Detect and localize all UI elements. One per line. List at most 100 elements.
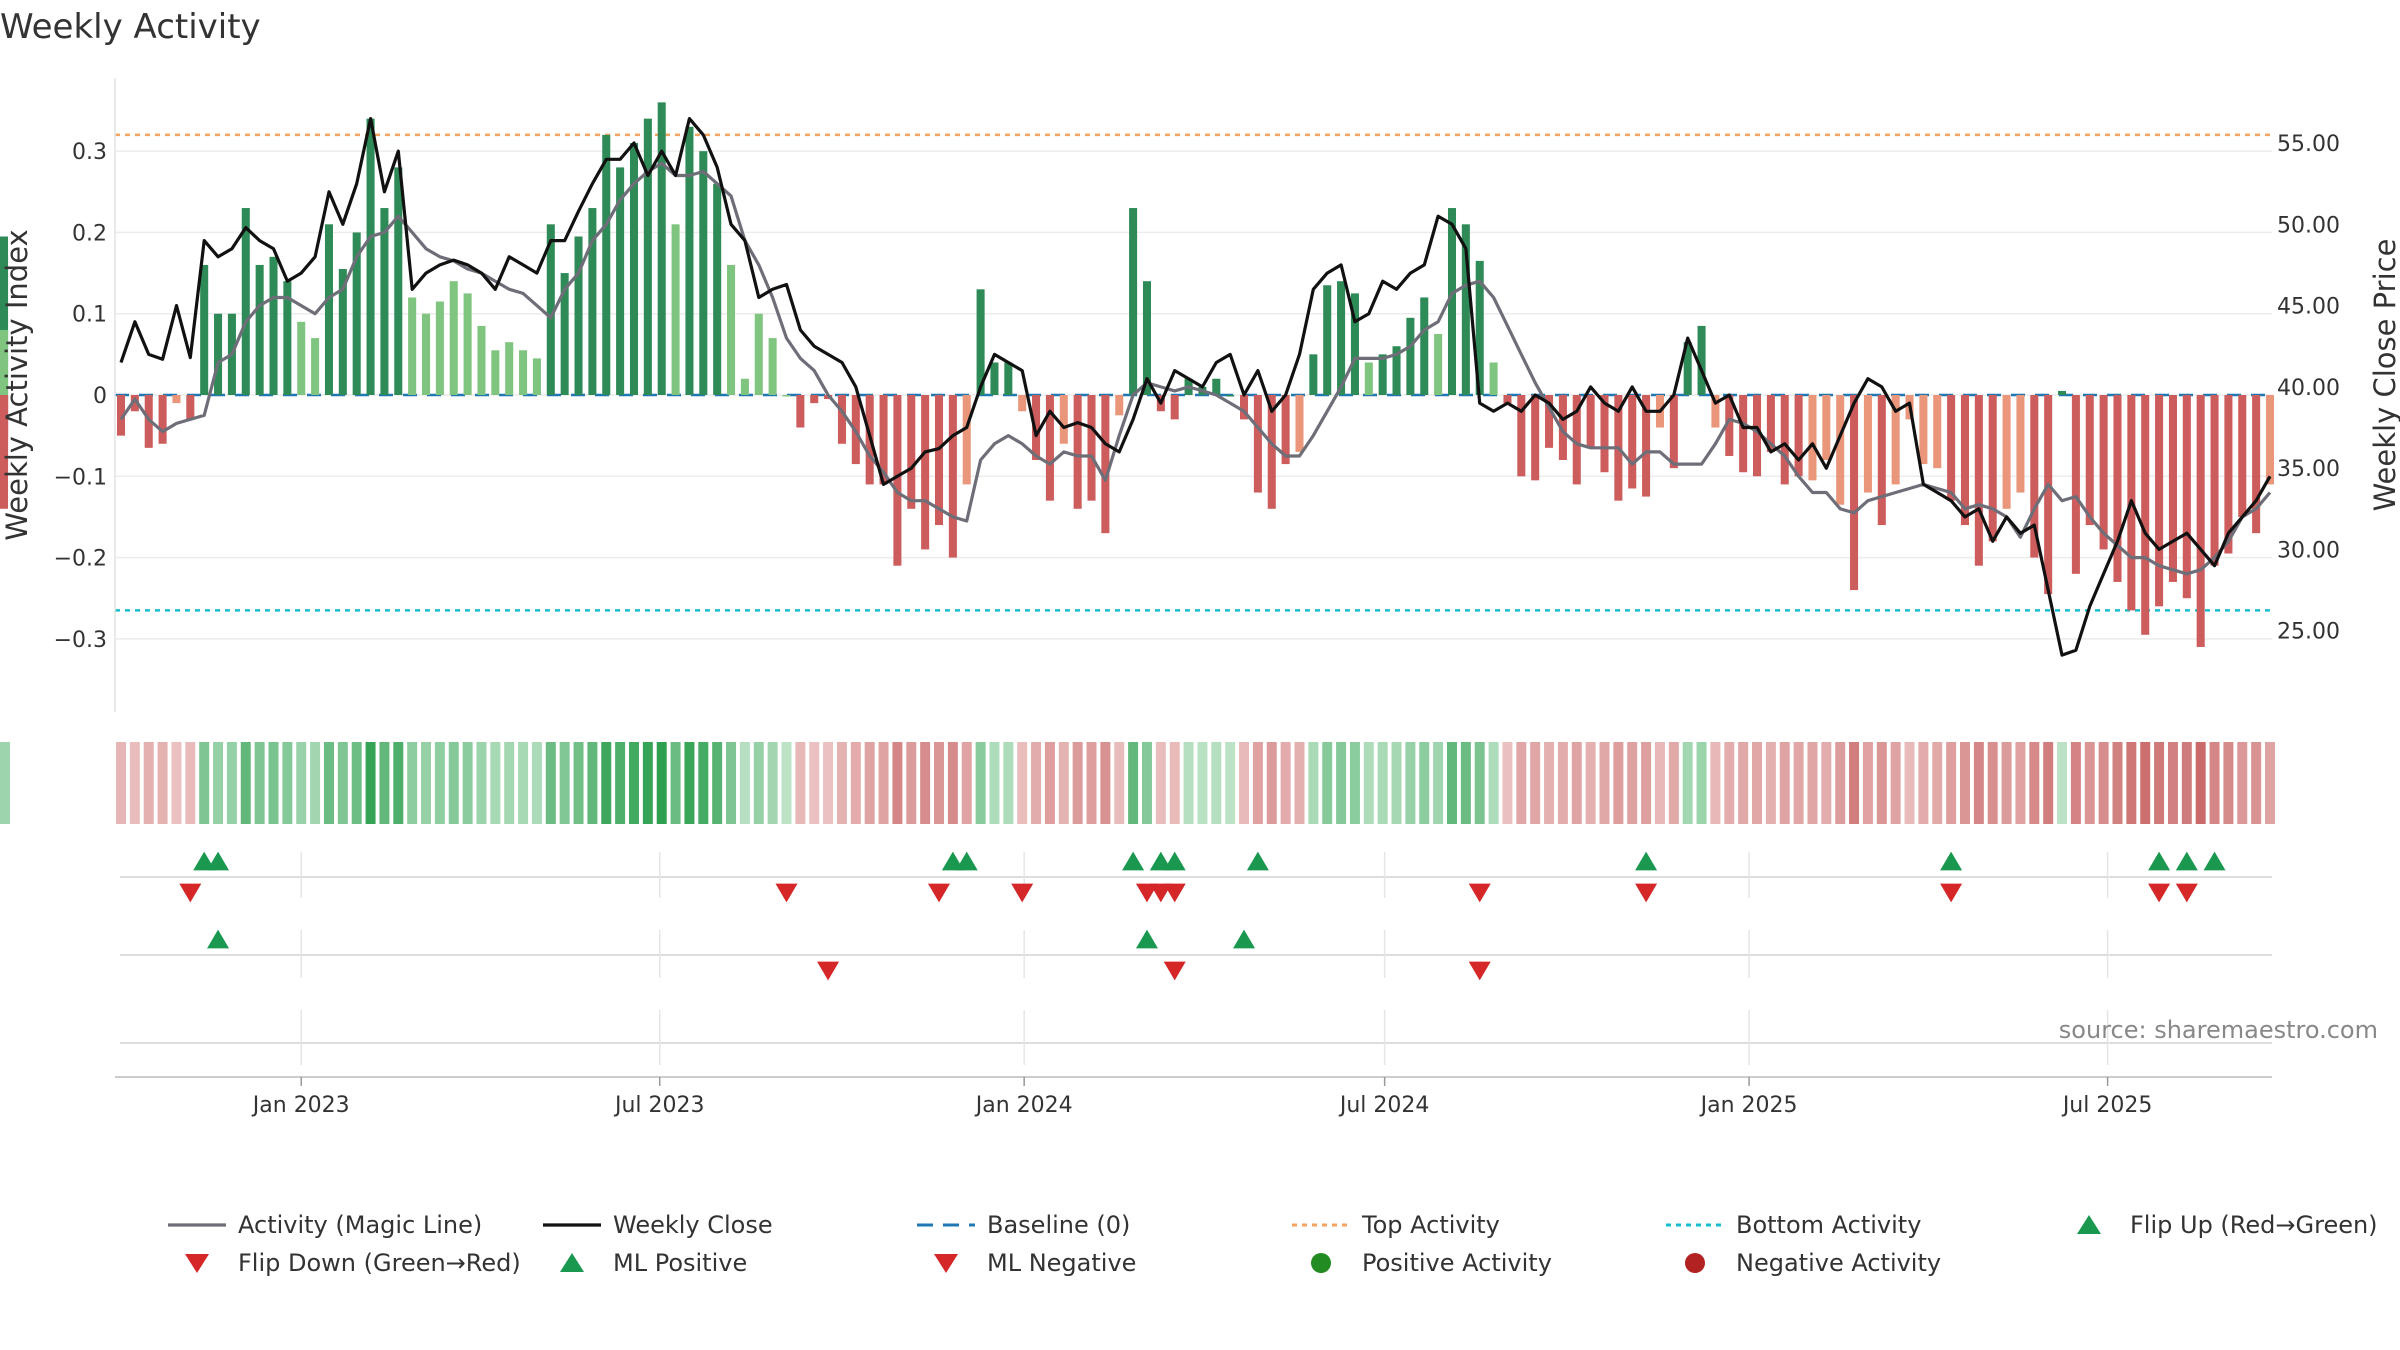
flip-up-marker <box>1635 851 1658 871</box>
x-tick-label: Jan 2025 <box>1699 1093 1798 1118</box>
activity-bar <box>505 342 514 395</box>
activity-bar <box>1350 293 1359 395</box>
strip-cell <box>2167 742 2178 824</box>
strip-cell <box>795 742 806 824</box>
activity-bar <box>962 395 971 485</box>
flip-down-marker <box>1940 883 1963 903</box>
strip-cell <box>878 742 889 824</box>
strip-cell <box>407 742 418 824</box>
strip-cell <box>1141 742 1152 824</box>
ml-negative-marker <box>1163 961 1186 981</box>
activity-bar <box>1822 395 1831 461</box>
activity-bar <box>1045 395 1054 501</box>
activity-bar <box>699 151 708 395</box>
legend-label-baseline: Baseline (0) <box>987 1211 1130 1239</box>
strip-cell <box>1044 742 1055 824</box>
activity-bar <box>0 395 9 509</box>
legend-swatch-mlneg <box>934 1254 958 1273</box>
legend-swatch-flipup <box>2077 1215 2101 1234</box>
activity-bar <box>2155 395 2164 607</box>
activity-bar <box>435 301 444 395</box>
activity-bar <box>297 321 306 395</box>
strip-cell <box>2098 742 2109 824</box>
strip-cell <box>379 742 390 824</box>
activity-bar <box>366 118 375 396</box>
activity-bar <box>2252 395 2261 534</box>
strip-cell <box>434 742 445 824</box>
strip-cell <box>1239 742 1250 824</box>
strip-cell <box>1419 742 1430 824</box>
activity-bar <box>1503 395 1512 404</box>
flip-up-marker <box>1246 851 1269 871</box>
legend-label-mlpos: ML Positive <box>613 1249 747 1277</box>
strip-cell <box>1169 742 1180 824</box>
y-tick-label: 0.2 <box>72 221 107 246</box>
strip-cell <box>129 742 140 824</box>
strip-cell <box>1405 742 1416 824</box>
activity-bar <box>1323 285 1332 395</box>
activity-bar <box>1392 346 1401 395</box>
strip-cell <box>545 742 556 824</box>
flip-up-marker <box>2203 851 2226 871</box>
activity-bar <box>1281 395 1290 465</box>
legend: Activity (Magic Line) Weekly Close Baselin… <box>168 1211 2378 1277</box>
legend-swatch-flipdown <box>185 1254 209 1273</box>
activity-bar <box>1115 395 1124 416</box>
flip-down-marker <box>2175 883 2198 903</box>
strip-cell <box>1890 742 1901 824</box>
strip-cell <box>2237 742 2248 824</box>
activity-bar <box>2016 395 2025 493</box>
strip-cell <box>213 742 224 824</box>
activity-bar <box>2071 395 2080 574</box>
activity-bar <box>948 395 957 558</box>
flip-up-marker <box>2175 851 2198 871</box>
x-tick-label: Jul 2024 <box>1338 1093 1430 1118</box>
strip-cell <box>1530 742 1541 824</box>
legend-label-flipdown: Flip Down (Green→Red) <box>238 1249 521 1277</box>
activity-bar <box>1032 395 1041 461</box>
activity-bar <box>893 395 902 566</box>
activity-bar <box>1642 395 1651 497</box>
activity-bar <box>324 224 333 395</box>
strip-cell <box>1779 742 1790 824</box>
legend-label-mlneg: ML Negative <box>987 1249 1136 1277</box>
activity-bar <box>934 395 944 526</box>
activity-bar <box>1725 395 1734 456</box>
strip-cell <box>892 742 903 824</box>
strip-cell <box>1252 742 1263 824</box>
activity-bar <box>394 167 403 395</box>
strip-cell <box>1377 742 1388 824</box>
strip-cell <box>1211 742 1222 824</box>
weekly-close-series <box>119 116 2272 657</box>
activity-bar <box>921 395 930 550</box>
flip-up-marker <box>207 851 230 871</box>
activity-bar <box>1933 395 1942 469</box>
activity-heat-strip <box>0 742 2275 824</box>
activity-bar <box>1253 395 1262 493</box>
strip-cell <box>1987 742 1998 824</box>
strip-cell <box>2209 742 2220 824</box>
source-note: source: sharemaestro.com <box>2059 1016 2378 1044</box>
x-tick-label: Jan 2023 <box>251 1093 350 1118</box>
activity-bar <box>1600 395 1609 473</box>
strip-cell <box>1488 742 1499 824</box>
flip-up-marker <box>1122 851 1145 871</box>
activity-bar <box>255 264 264 395</box>
strip-cell <box>559 742 570 824</box>
strip-cell <box>1460 742 1471 824</box>
flip-up-marker <box>2148 851 2171 871</box>
activity-bar <box>1586 395 1595 448</box>
strip-cell <box>1100 742 1111 824</box>
strip-cell <box>1363 742 1374 824</box>
activity-bar <box>172 395 181 404</box>
activity-bar <box>1850 395 1859 591</box>
activity-bar <box>837 395 846 444</box>
x-tick-label: Jul 2025 <box>2061 1093 2153 1118</box>
activity-bar <box>1808 395 1817 481</box>
strip-cell <box>240 742 251 824</box>
activity-bar <box>532 358 541 395</box>
activity-bar <box>408 297 417 395</box>
strip-cell <box>1696 742 1707 824</box>
legend-label-posact: Positive Activity <box>1362 1249 1552 1277</box>
strip-cell <box>1849 742 1860 824</box>
